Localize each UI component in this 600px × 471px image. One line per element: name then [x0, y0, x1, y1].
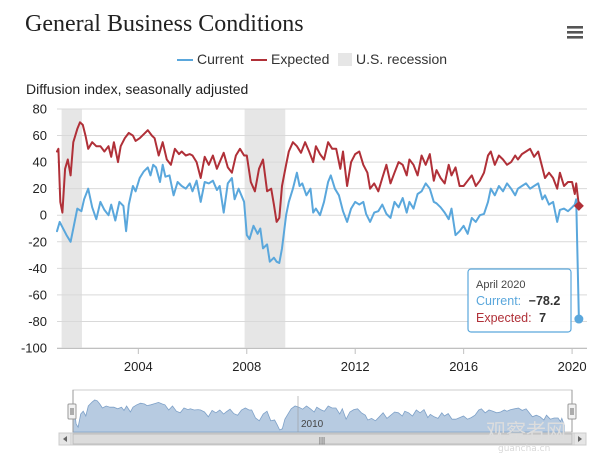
navigator-right-handle[interactable]	[567, 403, 577, 420]
x-axis-ticks: 2004 2008 2012 2016 2020	[57, 348, 587, 374]
watermark-text: 观察者网	[486, 419, 566, 443]
series-line-expected[interactable]	[56, 121, 580, 223]
marker-current-latest[interactable]	[574, 314, 584, 324]
legend-label-expected: Expected	[271, 51, 329, 67]
tooltip-expected-label: Expected:	[476, 311, 532, 325]
marker-expected-latest[interactable]	[573, 200, 584, 211]
y-axis-label: Diffusion index, seasonally adjusted	[26, 81, 248, 97]
tooltip-expected-value: 7	[539, 311, 546, 325]
y-tick-label: 20	[33, 181, 47, 196]
scrollbar[interactable]: |||	[58, 432, 587, 446]
legend: Current Expected U.S. recession	[177, 51, 447, 67]
tooltip-date: April 2020	[476, 279, 526, 291]
recession-band-0	[61, 109, 82, 348]
scrollbar-thumb[interactable]	[72, 433, 573, 445]
legend-item-current[interactable]: Current	[177, 51, 244, 67]
x-tick-label: 2012	[341, 359, 370, 374]
y-tick-label: -40	[28, 261, 47, 276]
tooltip-current: Current: −78.2	[476, 294, 560, 308]
y-tick-label: -60	[28, 287, 47, 302]
x-tick-label: 2008	[232, 359, 261, 374]
chart-title: General Business Conditions	[25, 11, 304, 37]
y-tick-label: -100	[21, 341, 47, 356]
y-axis-ticks: 80 60 40 20 0 -20 -40 -60 -80 -100	[21, 102, 47, 356]
tooltip-current-value: −78.2	[529, 294, 561, 308]
y-tick-label: -80	[28, 314, 47, 329]
navigator-year-label: 2010	[301, 419, 324, 430]
scrollbar-right-arrow[interactable]	[573, 432, 587, 446]
scrollbar-grip: |||	[319, 436, 325, 445]
navigator-area	[72, 399, 565, 433]
y-tick-label: 40	[33, 155, 47, 170]
y-tick-label: 60	[33, 128, 47, 143]
x-tick-label: 2020	[558, 359, 587, 374]
hamburger-menu-icon[interactable]	[567, 26, 583, 39]
series-line-current[interactable]	[56, 163, 580, 321]
navigator[interactable]: 2010	[67, 389, 577, 433]
watermark: 观察者网 guancha.cn	[486, 419, 566, 454]
legend-label-current: Current	[197, 51, 244, 67]
legend-item-expected[interactable]: Expected	[251, 51, 329, 67]
legend-label-recession: U.S. recession	[356, 51, 447, 67]
y-tick-label: 80	[33, 102, 47, 117]
series-end-markers	[573, 200, 584, 324]
tooltip: April 2020 Current: −78.2 Expected: 7	[467, 268, 572, 333]
y-tick-label: -20	[28, 234, 47, 249]
legend-item-recession[interactable]: U.S. recession	[338, 51, 447, 67]
recession-bands	[61, 109, 286, 348]
y-tick-label: 0	[40, 208, 47, 223]
recession-band-1	[244, 109, 286, 348]
scrollbar-left-arrow[interactable]	[58, 432, 72, 446]
tooltip-expected: Expected: 7	[476, 311, 546, 325]
watermark-subtext: guancha.cn	[498, 444, 550, 454]
x-tick-label: 2004	[124, 359, 153, 374]
x-tick-label: 2016	[449, 359, 478, 374]
series-lines	[56, 121, 580, 321]
navigator-left-handle[interactable]	[67, 403, 77, 420]
tooltip-current-label: Current:	[476, 294, 521, 308]
